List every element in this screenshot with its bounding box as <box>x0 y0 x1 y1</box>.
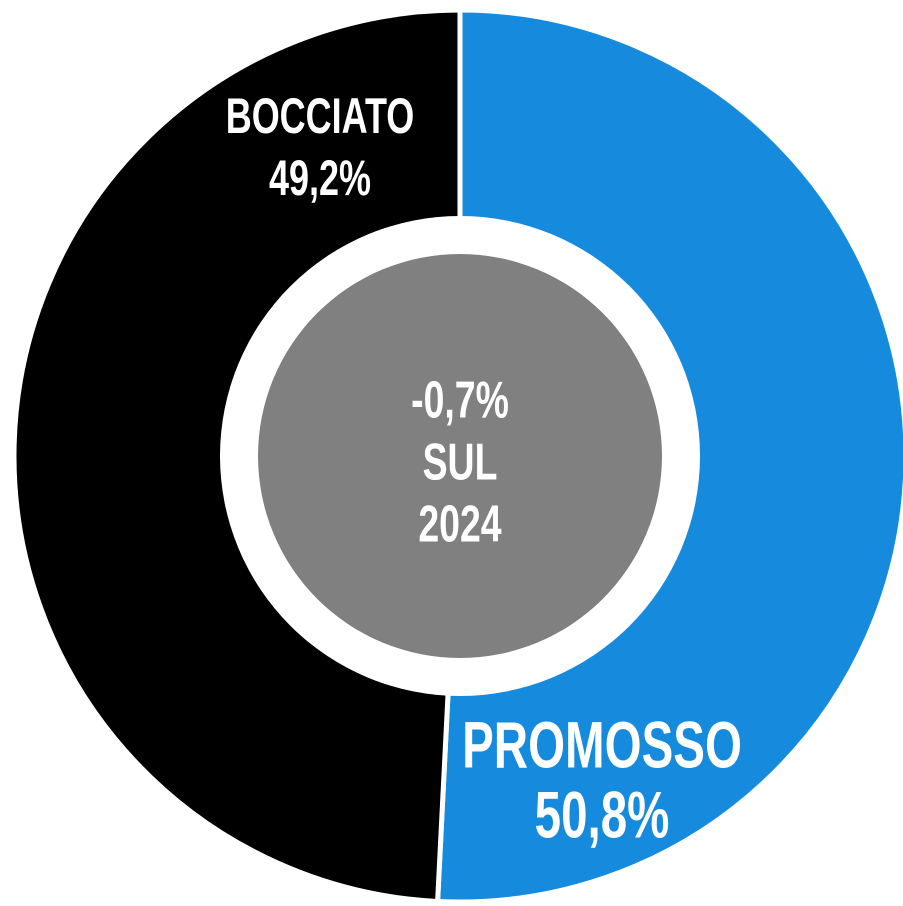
label: 50,8% <box>535 779 670 852</box>
label-group: 49,2% <box>269 152 371 207</box>
label-group: SUL <box>423 433 498 492</box>
label-group: -0,7% <box>411 371 509 430</box>
label: BOCCIATO <box>226 90 415 145</box>
label: SUL <box>423 433 498 492</box>
label: 49,2% <box>269 152 371 207</box>
label-group: 2024 <box>418 495 501 554</box>
label-group: PROMOSSO <box>462 709 742 782</box>
label: PROMOSSO <box>462 709 742 782</box>
label: 2024 <box>418 495 501 554</box>
center-disc <box>258 254 662 658</box>
label-group: 50,8% <box>535 779 670 852</box>
label-group: BOCCIATO <box>226 90 415 145</box>
label: -0,7% <box>411 371 509 430</box>
